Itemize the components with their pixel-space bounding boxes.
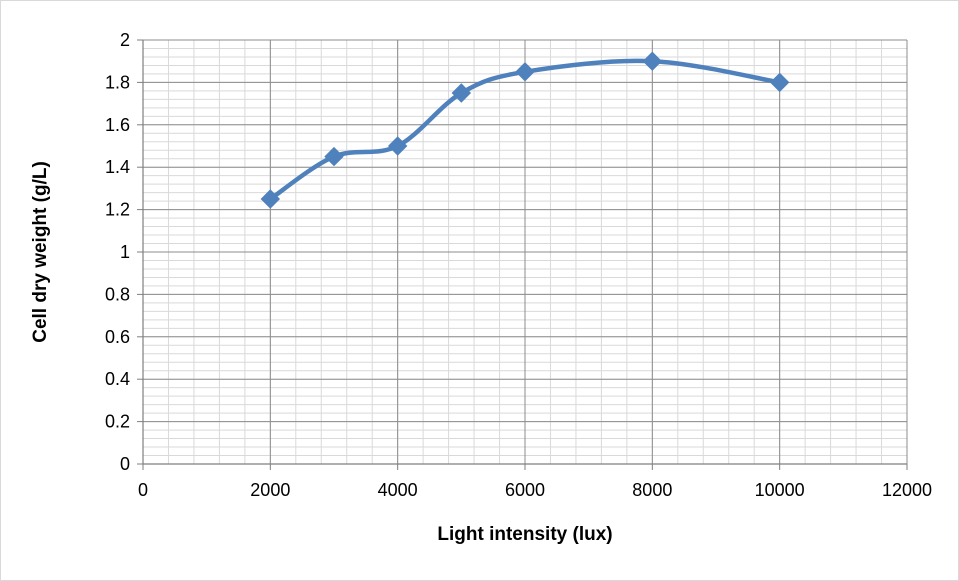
x-tick-label: 12000 [882, 480, 932, 500]
y-tick-label: 1.6 [105, 115, 130, 135]
y-tick-label: 0.2 [105, 412, 130, 432]
y-tick-label: 0 [120, 454, 130, 474]
x-tick-label: 8000 [632, 480, 672, 500]
data-point-marker [515, 62, 535, 82]
x-tick-label: 2000 [250, 480, 290, 500]
y-tick-label: 0.4 [105, 369, 130, 389]
y-tick-label: 2 [120, 30, 130, 50]
series-layer [260, 51, 790, 209]
x-tick-label: 6000 [505, 480, 545, 500]
y-tick-label: 1.2 [105, 200, 130, 220]
axes [137, 39, 908, 470]
data-point-marker [324, 146, 344, 167]
data-point-marker [260, 189, 281, 209]
data-point-marker [387, 136, 408, 156]
x-tick-label: 10000 [755, 480, 805, 500]
y-axis-title: Cell dry weight (g/L) [30, 161, 51, 343]
y-tick-labels: 0 0.2 0.4 0.6 0.8 1 1.2 1.4 1.6 1.8 2 [105, 30, 130, 474]
major-gridlines [142, 39, 908, 465]
data-point-marker [451, 83, 472, 103]
y-tick-label: 1.8 [105, 72, 130, 92]
x-tick-label: 0 [138, 480, 148, 500]
y-tick-label: 0.8 [105, 284, 130, 304]
x-axis-title: Light intensity (lux) [437, 524, 612, 545]
y-tick-label: 1.4 [105, 157, 130, 177]
data-point-marker [642, 51, 663, 71]
data-point-marker [769, 72, 790, 93]
y-tick-label: 1 [120, 242, 130, 262]
x-tick-labels: 0 2000 4000 6000 8000 10000 12000 [138, 480, 932, 500]
y-tick-label: 0.6 [105, 327, 130, 347]
x-tick-label: 4000 [378, 480, 418, 500]
